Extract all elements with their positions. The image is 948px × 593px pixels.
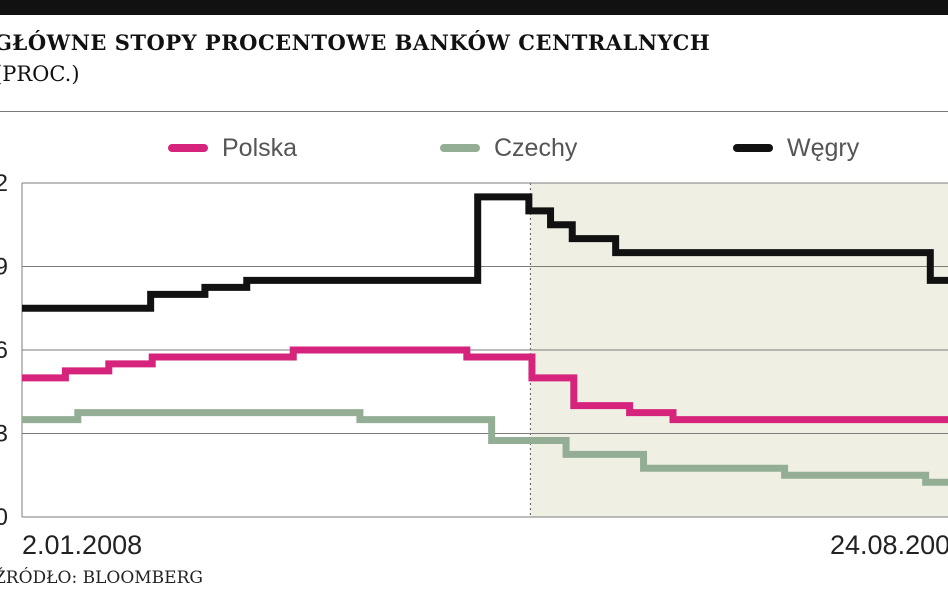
chart-plot: 0 3 6 9 12 [0, 170, 948, 530]
x-label-end: 24.08.2009 [830, 530, 948, 560]
legend-swatch-czechy [440, 144, 480, 152]
y-tick-label-0: 0 [0, 504, 8, 530]
legend-item-czechy: Czechy [440, 128, 577, 168]
legend-label-polska: Polska [222, 133, 298, 162]
top-bar [0, 0, 948, 15]
legend-swatch-wegry [733, 144, 773, 152]
legend-item-wegry: Węgry [733, 128, 859, 168]
chart-subtitle: (PROC.) [0, 62, 80, 86]
legend-label-wegry: Węgry [787, 133, 860, 162]
y-tick-label-3: 3 [0, 421, 8, 448]
legend-label-czechy: Czechy [494, 133, 578, 162]
series-line-czechy [22, 409, 948, 486]
series-line-polska [22, 346, 948, 424]
y-tick-label-6: 6 [0, 337, 8, 364]
y-tick-label-12: 12 [0, 170, 8, 197]
legend-item-polska: Polska [168, 128, 297, 168]
header-rule [0, 111, 948, 112]
chart-title: GŁÓWNE STOPY PROCENTOWE BANKÓW CENTRALNY… [0, 30, 711, 55]
source-note: ŹRÓDŁO: BLOOMBERG [0, 568, 203, 588]
x-label-start: 2.01.2008 [22, 530, 143, 560]
legend-swatch-polska [168, 144, 208, 152]
series-line-węgry [22, 193, 948, 312]
legend: Polska Czechy Węgry [0, 128, 948, 168]
y-tick-label-9: 9 [0, 254, 8, 281]
